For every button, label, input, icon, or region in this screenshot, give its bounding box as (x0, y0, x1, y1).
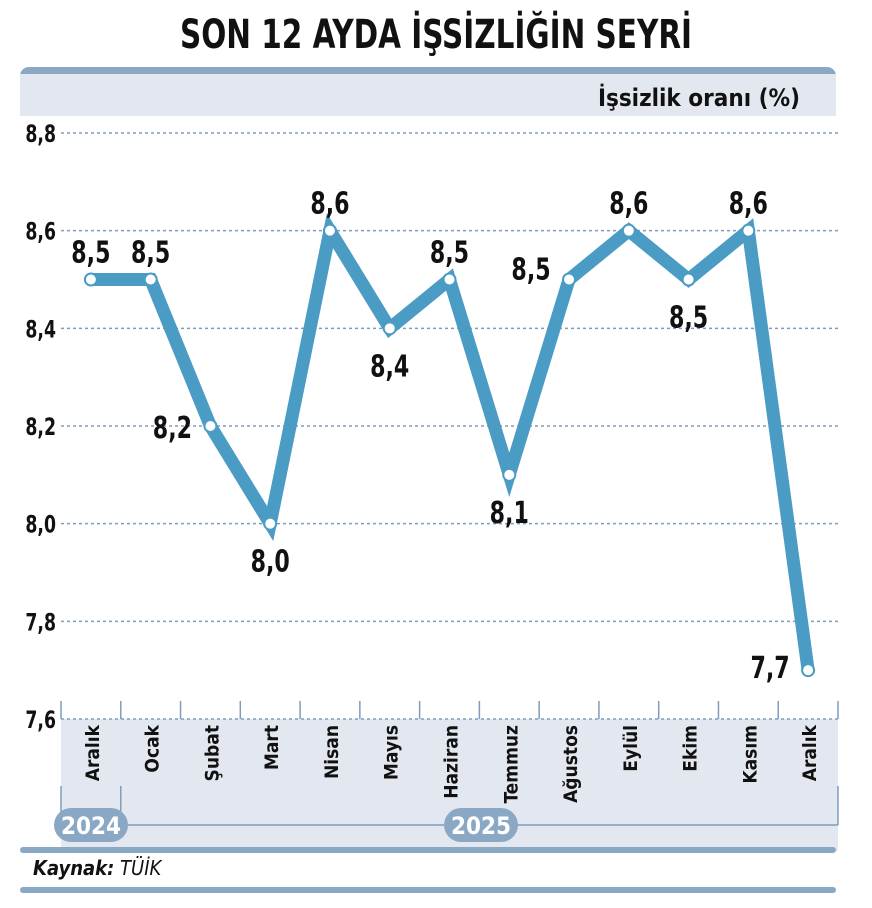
source-label: Kaynak: (33, 856, 115, 880)
x-tick-label: Temmuz (500, 725, 522, 804)
data-label: 8,6 (310, 187, 349, 221)
y-tick-label: 7,8 (25, 609, 56, 637)
y-axis-label: İşsizlik oranı (%) (598, 83, 800, 112)
x-tick-label: Eylül (620, 725, 642, 772)
x-tick-label: Ocak (142, 724, 164, 772)
y-tick-label: 8,4 (25, 316, 56, 344)
data-point (203, 419, 218, 433)
data-point (143, 272, 158, 287)
y-tick-label: 8,0 (25, 512, 56, 540)
year-label: 2025 (451, 812, 511, 840)
data-label: 8,2 (153, 412, 192, 446)
x-tick-label: Aralık (799, 724, 821, 781)
data-point (322, 223, 337, 238)
footer-rule (20, 887, 836, 893)
data-label: 8,5 (430, 236, 469, 270)
x-tick-label: Mayıs (381, 725, 403, 780)
x-tick-label: Haziran (441, 725, 463, 799)
data-label: 8,4 (370, 350, 409, 384)
x-tick-label: Kasım (739, 725, 761, 784)
y-tick-label: 8,6 (25, 219, 56, 247)
data-point (681, 272, 696, 287)
data-label: 8,0 (251, 545, 290, 579)
x-tick-label: Aralık (82, 724, 104, 781)
data-point (382, 321, 397, 336)
source-note: Kaynak: TÜİK (33, 856, 161, 880)
data-point (562, 272, 577, 287)
year-badge (444, 808, 518, 842)
data-point (621, 223, 636, 238)
x-tick-label: Ağustos (560, 725, 582, 803)
data-point (502, 467, 517, 482)
data-point (83, 272, 98, 287)
data-label: 8,6 (609, 187, 648, 221)
year-label: 2024 (61, 812, 121, 840)
y-tick-label: 8,2 (25, 414, 56, 442)
data-label: 8,5 (71, 236, 110, 270)
data-label: 8,1 (490, 497, 529, 531)
data-point (801, 663, 816, 678)
source-value: TÜİK (120, 856, 162, 880)
y-tick-label: 8,8 (25, 121, 56, 149)
data-point (741, 223, 756, 238)
x-tick-label: Mart (261, 725, 283, 770)
data-point (442, 272, 457, 287)
year-badge (54, 808, 128, 842)
y-tick-label: 7,6 (25, 707, 56, 735)
data-label: 8,5 (669, 301, 708, 335)
x-tick-label: Şubat (201, 725, 223, 781)
x-tick-label: Nisan (321, 725, 343, 779)
chart-title: SON 12 AYDA İŞSİZLİĞİN SEYRİ (179, 12, 693, 58)
data-label: 8,6 (729, 187, 768, 221)
bottom-rule (20, 847, 836, 853)
data-label: 8,5 (511, 253, 550, 287)
x-tick-label: Ekim (680, 725, 702, 772)
header-panel (20, 74, 836, 116)
data-point (263, 516, 278, 531)
series-line (90, 213, 815, 672)
data-label: 7,7 (751, 652, 790, 686)
data-label: 8,5 (131, 236, 170, 270)
